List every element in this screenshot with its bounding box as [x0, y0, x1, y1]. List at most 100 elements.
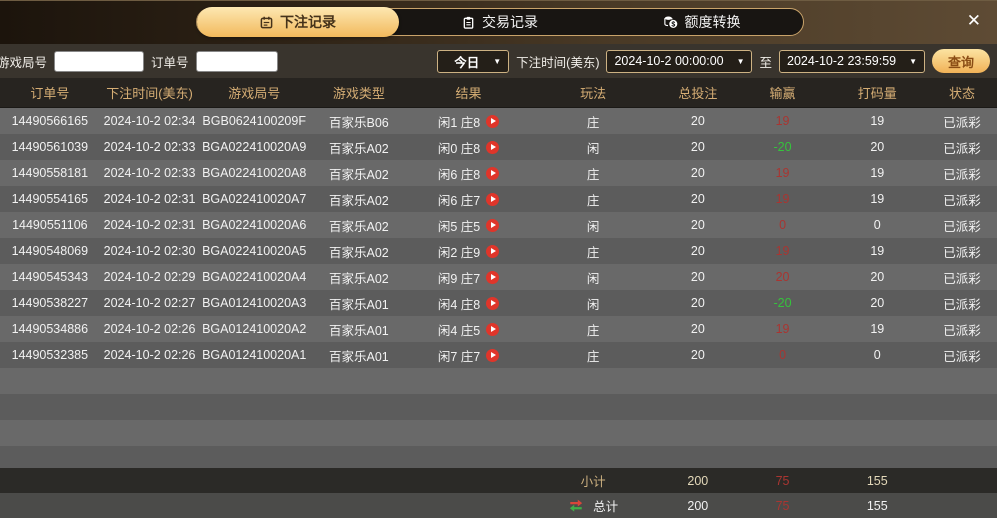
replay-play-icon[interactable] [486, 140, 500, 154]
table-row: 14490566165 2024-10-2 02:34 BGB0624100209F… [0, 108, 997, 134]
table-row: 14490554165 2024-10-2 02:31 BGA022410020A7… [0, 186, 997, 212]
bet-cell: 20 [690, 296, 705, 310]
result-text: 闲6 庄8 [437, 167, 481, 182]
total-row: 总计 200 75 155 [0, 493, 997, 518]
subtotal-winloss: 75 [775, 473, 790, 488]
status-cell: 已派彩 [943, 271, 981, 286]
turnover-cell: 19 [870, 192, 885, 206]
replay-play-icon[interactable] [486, 270, 500, 284]
order-no-input[interactable] [195, 50, 278, 72]
bet-cell: 20 [690, 218, 705, 232]
game-type-cell: 百家乐A02 [329, 219, 389, 234]
result-cell: 闲1 庄8 [409, 108, 529, 134]
turnover-cell: 20 [870, 140, 885, 154]
play-cell: 闲 [586, 271, 600, 286]
order-cell: 14490558181 [11, 166, 89, 180]
status-cell: 已派彩 [943, 349, 981, 364]
top-bar: 下注记录 交易记录 $ 额度转换 ✕ [0, 0, 997, 44]
tab-label: 下注记录 [280, 14, 336, 30]
tab-label: 额度转换 [684, 14, 741, 30]
replay-play-icon[interactable] [486, 296, 500, 310]
tab-credit-transfer[interactable]: $ 额度转换 [601, 9, 803, 35]
table-row: 14490534886 2024-10-2 02:26 BGA012410020A2… [0, 316, 997, 342]
winloss-cell: 0 [779, 348, 787, 362]
round-cell: BGA022410020A7 [202, 192, 307, 206]
replay-play-icon[interactable] [486, 192, 500, 206]
replay-play-icon[interactable] [486, 166, 500, 180]
bet-cell: 20 [690, 140, 705, 154]
empty-row [0, 420, 997, 446]
game-type-cell: 百家乐A02 [329, 167, 389, 182]
tab-transaction-records[interactable]: 交易记录 [399, 9, 601, 35]
game-type-cell: 百家乐A02 [329, 245, 389, 260]
chevron-down-icon: ▼ [736, 56, 745, 66]
query-button[interactable]: 查询 [932, 49, 990, 73]
replay-play-icon[interactable] [486, 348, 500, 362]
empty-row [0, 394, 997, 420]
column-header: 状态 [948, 86, 975, 101]
round-cell: BGA022410020A4 [202, 270, 307, 284]
column-header: 游戏局号 [228, 86, 281, 101]
result-cell: 闲0 庄8 [409, 134, 529, 160]
coins-icon: $ [663, 15, 678, 29]
table-body: 14490566165 2024-10-2 02:34 BGB0624100209F… [0, 108, 997, 468]
round-cell: BGA012410020A3 [202, 296, 307, 310]
result-cell: 闲7 庄7 [409, 342, 529, 368]
order-cell: 14490532385 [11, 348, 89, 362]
table-row: 14490548069 2024-10-2 02:30 BGA022410020A5… [0, 238, 997, 264]
round-cell: BGA022410020A9 [202, 140, 307, 154]
round-cell: BGA022410020A5 [202, 244, 307, 258]
status-cell: 已派彩 [943, 245, 981, 260]
date-range-select[interactable]: 今日 ▼ [437, 49, 510, 73]
result-cell: 闲5 庄5 [409, 212, 529, 238]
status-cell: 已派彩 [943, 323, 981, 338]
turnover-cell: 20 [870, 296, 885, 310]
total-bet: 200 [687, 498, 709, 513]
total-turnover: 155 [866, 498, 888, 513]
bet-cell: 20 [690, 166, 705, 180]
round-cell: BGB0624100209F [202, 114, 306, 128]
time-cell: 2024-10-2 02:31 [103, 218, 196, 232]
filter-bar: 游戏局号 订单号 今日 ▼ 下注时间(美东) 2024-10-2 00:00:0… [0, 44, 997, 78]
result-text: 闲9 庄7 [437, 271, 481, 286]
order-cell: 14490538227 [11, 296, 89, 310]
result-cell: 闲6 庄8 [409, 160, 529, 186]
tab-bet-records[interactable]: 下注记录 [197, 7, 399, 37]
bet-cell: 20 [690, 322, 705, 336]
refresh-swap-icon[interactable] [568, 498, 584, 513]
replay-play-icon[interactable] [486, 322, 500, 336]
table-row: 14490561039 2024-10-2 02:33 BGA022410020A9… [0, 134, 997, 160]
turnover-cell: 19 [870, 166, 885, 180]
time-cell: 2024-10-2 02:26 [103, 348, 196, 362]
date-to-select[interactable]: 2024-10-2 23:59:59 ▼ [779, 49, 925, 73]
order-cell: 14490534886 [11, 322, 89, 336]
table-row: 14490545343 2024-10-2 02:29 BGA022410020A4… [0, 264, 997, 290]
winloss-cell: -20 [773, 140, 792, 154]
close-icon[interactable]: ✕ [966, 11, 981, 30]
result-text: 闲4 庄5 [437, 323, 481, 338]
column-header: 总投注 [678, 86, 718, 101]
play-cell: 庄 [586, 115, 600, 130]
svg-text:$: $ [671, 21, 675, 28]
replay-play-icon[interactable] [486, 114, 500, 128]
bet-cell: 20 [690, 270, 705, 284]
round-cell: BGA022410020A6 [202, 218, 307, 232]
game-type-cell: 百家乐A02 [329, 193, 389, 208]
subtotal-label: 小计 [580, 475, 606, 489]
replay-play-icon[interactable] [486, 218, 500, 232]
time-cell: 2024-10-2 02:34 [103, 114, 196, 128]
game-type-cell: 百家乐A01 [329, 297, 389, 312]
play-cell: 庄 [586, 245, 600, 260]
turnover-cell: 0 [873, 348, 881, 362]
winloss-cell: 19 [775, 244, 790, 258]
table-row: 14490538227 2024-10-2 02:27 BGA012410020A3… [0, 290, 997, 316]
chevron-down-icon: ▼ [493, 56, 502, 66]
column-header: 结果 [455, 86, 482, 101]
game-round-input[interactable] [54, 50, 145, 72]
replay-play-icon[interactable] [486, 244, 500, 258]
to-label: 至 [759, 55, 772, 70]
play-cell: 庄 [586, 167, 600, 182]
result-cell: 闲2 庄9 [409, 238, 529, 264]
table-row: 14490532385 2024-10-2 02:26 BGA012410020A1… [0, 342, 997, 368]
date-from-select[interactable]: 2024-10-2 00:00:00 ▼ [606, 49, 753, 73]
